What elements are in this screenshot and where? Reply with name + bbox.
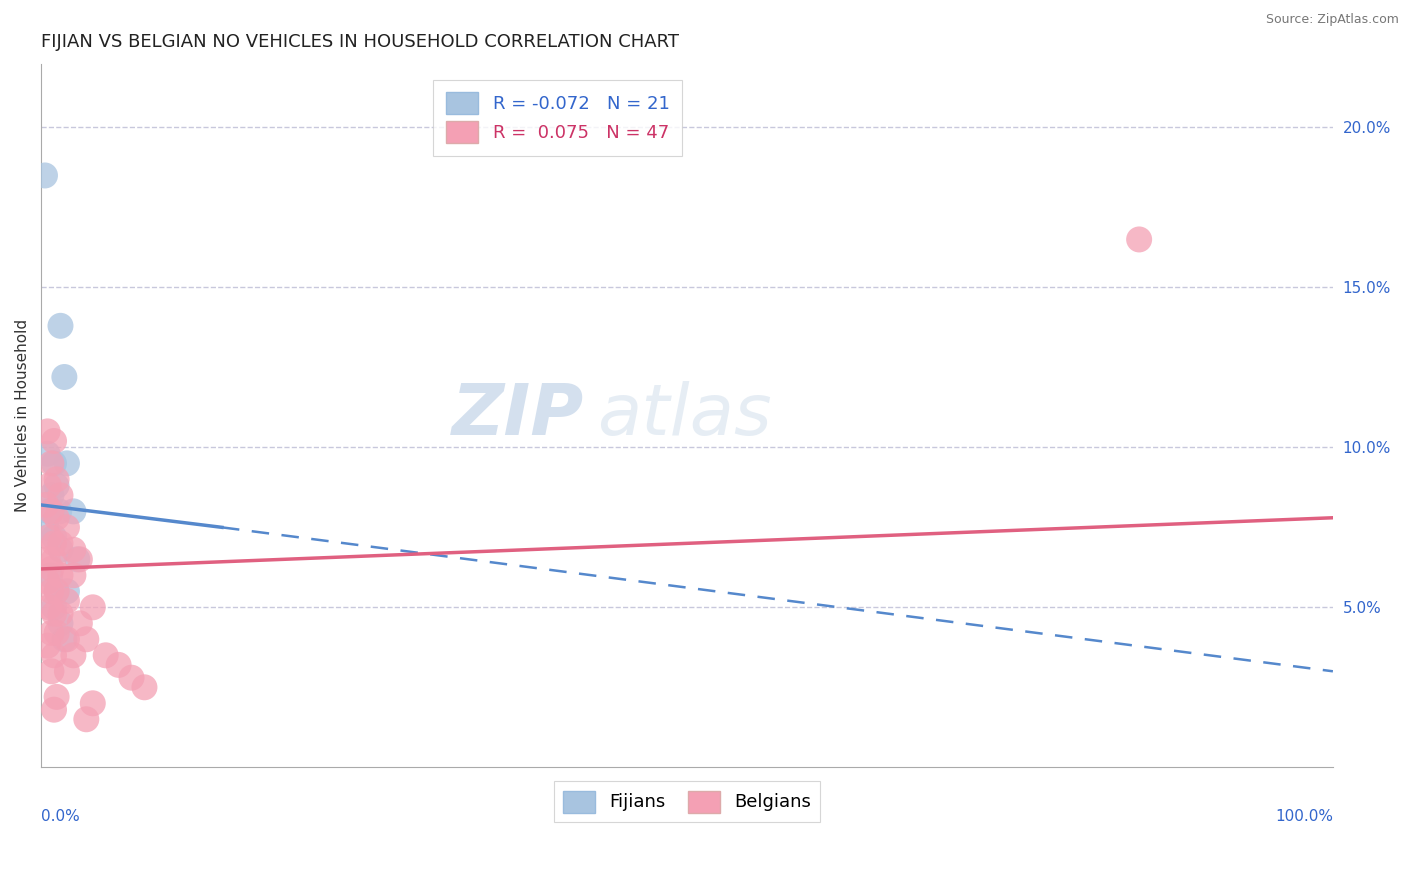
Point [56, 665, 79, 679]
Point [75, 712, 97, 726]
Point [134, 681, 156, 695]
Point [49, 318, 72, 333]
Point [35, 520, 58, 534]
Point [41, 626, 63, 640]
Text: ZIP: ZIP [451, 381, 583, 450]
Point [45, 626, 67, 640]
Point [37, 639, 59, 653]
Point [82, 696, 104, 710]
Point [37, 425, 59, 439]
Point [42, 530, 65, 544]
Point [56, 584, 79, 599]
Point [49, 616, 72, 631]
Point [1128, 232, 1150, 246]
Point [49, 488, 72, 502]
Point [45, 584, 67, 599]
Legend: Fijians, Belgians: Fijians, Belgians [554, 781, 820, 822]
Point [48, 504, 70, 518]
Point [41, 504, 63, 518]
Point [49, 542, 72, 557]
Point [56, 594, 79, 608]
Point [69, 552, 91, 566]
Point [56, 520, 79, 534]
Point [45, 584, 67, 599]
Y-axis label: No Vehicles in Household: No Vehicles in Household [15, 318, 30, 512]
Point [45, 472, 67, 486]
Point [41, 584, 63, 599]
Text: 100.0%: 100.0% [1275, 810, 1333, 824]
Point [53, 370, 76, 384]
Point [42, 600, 65, 615]
Text: FIJIAN VS BELGIAN NO VEHICLES IN HOUSEHOLD CORRELATION CHART: FIJIAN VS BELGIAN NO VEHICLES IN HOUSEHO… [41, 33, 679, 51]
Point [94, 648, 117, 663]
Text: Source: ZipAtlas.com: Source: ZipAtlas.com [1265, 13, 1399, 27]
Point [121, 671, 143, 685]
Point [41, 488, 63, 502]
Point [35, 498, 58, 512]
Point [45, 690, 67, 704]
Point [37, 447, 59, 461]
Text: 0.0%: 0.0% [41, 810, 80, 824]
Point [75, 632, 97, 647]
Point [37, 552, 59, 566]
Point [56, 456, 79, 470]
Point [42, 703, 65, 717]
Point [62, 542, 84, 557]
Point [38, 530, 60, 544]
Point [53, 632, 76, 647]
Point [62, 504, 84, 518]
Point [38, 600, 60, 615]
Point [82, 600, 104, 615]
Point [45, 479, 67, 493]
Point [66, 552, 89, 566]
Point [42, 648, 65, 663]
Point [34, 169, 56, 183]
Point [56, 632, 79, 647]
Point [45, 510, 67, 524]
Point [107, 657, 129, 672]
Point [41, 456, 63, 470]
Point [37, 574, 59, 589]
Point [38, 504, 60, 518]
Point [62, 648, 84, 663]
Point [41, 665, 63, 679]
Point [62, 568, 84, 582]
Point [38, 479, 60, 493]
Point [42, 536, 65, 550]
Point [42, 552, 65, 566]
Point [49, 607, 72, 621]
Point [42, 607, 65, 621]
Point [49, 536, 72, 550]
Point [39, 568, 62, 582]
Point [42, 456, 65, 470]
Point [42, 434, 65, 448]
Text: atlas: atlas [596, 381, 772, 450]
Point [69, 616, 91, 631]
Point [49, 568, 72, 582]
Point [41, 562, 63, 576]
